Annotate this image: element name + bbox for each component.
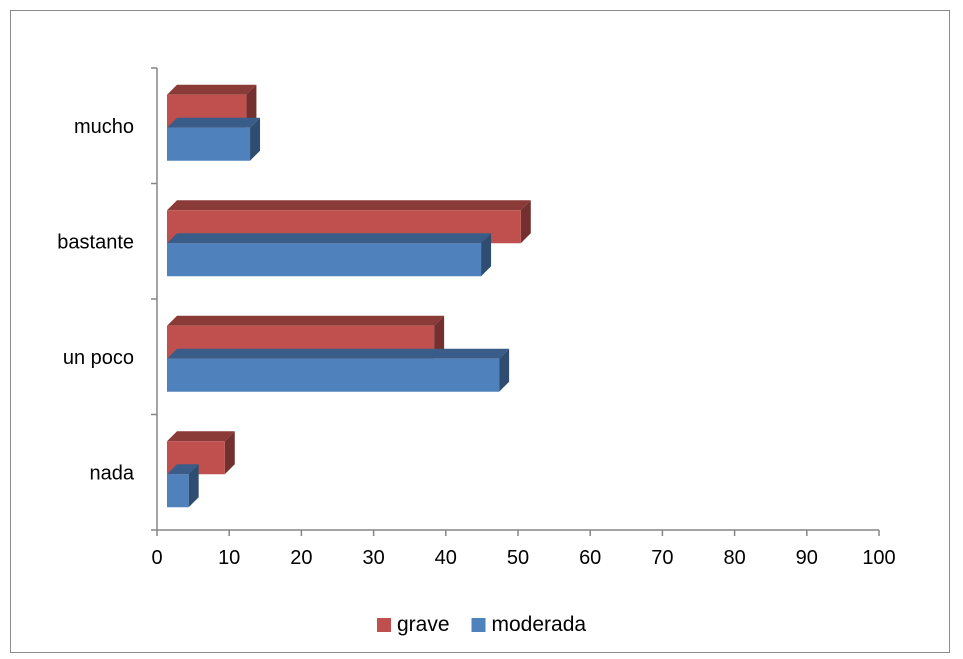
x-tick-label: 10 <box>218 547 240 569</box>
bar-moderada <box>167 117 261 161</box>
bar-front-face <box>167 474 189 508</box>
legend-swatch-grave <box>377 618 391 632</box>
legend-label-moderada: moderada <box>492 613 587 636</box>
chart-legend: grave moderada <box>377 613 586 636</box>
bar-side-face <box>481 233 492 277</box>
bar-side-face <box>434 315 445 359</box>
category-label: mucho <box>74 116 134 138</box>
x-tick-label: 60 <box>579 547 601 569</box>
bar-side-face <box>250 117 261 161</box>
bar-top-face <box>167 117 261 128</box>
category-label: nada <box>90 462 135 484</box>
bar-side-face <box>246 84 257 128</box>
bar-top-face <box>167 84 257 95</box>
bar-top-face <box>167 200 531 211</box>
bar-front-face <box>167 358 500 392</box>
bar-top-face <box>167 464 199 475</box>
bar-top-face <box>167 348 510 359</box>
bar-side-face <box>224 431 235 475</box>
x-tick-label: 80 <box>723 547 745 569</box>
legend-label-grave: grave <box>397 613 450 636</box>
category-label: bastante <box>57 231 134 253</box>
x-tick-label: 90 <box>796 547 818 569</box>
bar-moderada <box>167 233 492 277</box>
bar-moderada <box>167 348 510 392</box>
legend-swatch-moderada <box>471 618 486 632</box>
bar-front-face <box>167 127 251 161</box>
bar-side-face <box>520 200 531 244</box>
chart-axes: 0 10 20 30 40 50 60 70 80 90 100 nada un poco bastant… <box>57 67 896 569</box>
x-tick-label: 20 <box>290 547 312 569</box>
x-tick-label: 0 <box>151 547 162 569</box>
category-label: un poco <box>63 347 134 369</box>
bar-top-face <box>167 431 235 442</box>
x-tick-label: 40 <box>435 547 457 569</box>
bar-side-face <box>499 348 510 392</box>
bar-front-face <box>167 243 482 277</box>
x-tick-label: 70 <box>651 547 673 569</box>
x-tick-label: 100 <box>862 547 895 569</box>
x-tick-label: 50 <box>507 547 529 569</box>
bar-side-face <box>188 464 199 508</box>
bar-top-face <box>167 233 492 244</box>
bar-moderada <box>167 464 199 508</box>
bar-top-face <box>167 315 445 326</box>
chart-frame <box>10 10 950 653</box>
x-tick-label: 30 <box>362 547 384 569</box>
chart-bars <box>167 84 531 508</box>
